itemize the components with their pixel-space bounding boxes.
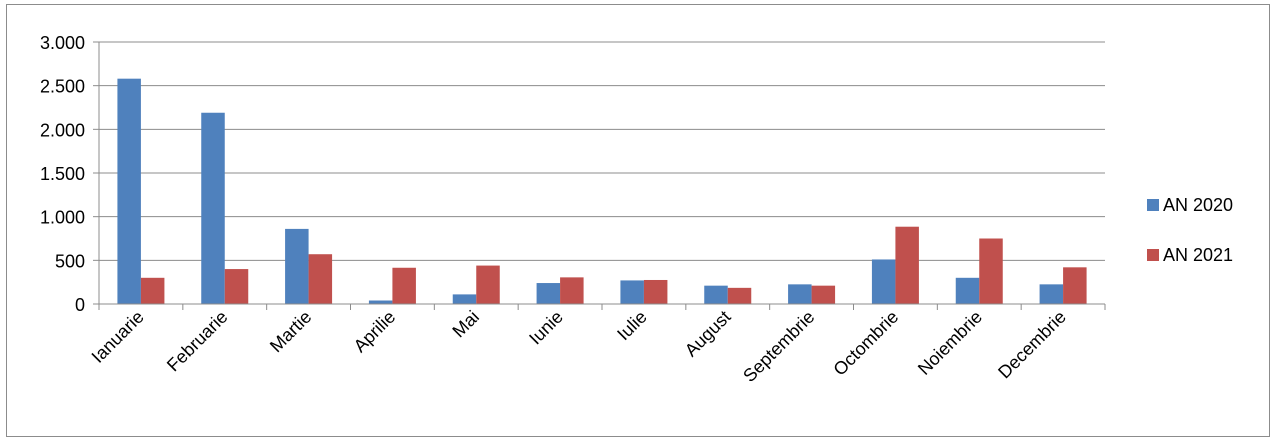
bar — [368, 300, 393, 304]
bar — [1063, 267, 1087, 304]
x-tick-label: Ianuarie — [88, 307, 148, 367]
x-tick-label: August — [681, 307, 735, 361]
chart-frame: 0 500 1.000 1.500 2.000 2.500 3.000 Ianuarie Fe… — [6, 4, 1270, 437]
bar — [955, 277, 980, 304]
x-tick-label: Septembrie — [739, 307, 818, 386]
gridlines — [99, 41, 1105, 261]
y-tick-label: 0 — [75, 295, 85, 315]
bar — [871, 259, 896, 304]
bar — [704, 285, 728, 304]
legend: AN 2020 AN 2021 — [1147, 195, 1233, 265]
bar — [117, 78, 141, 305]
y-tick-label: 3.000 — [40, 33, 85, 53]
x-tick-labels: Ianuarie Februarie Martie Aprilie Mai Iunie Iu… — [88, 307, 1070, 386]
y-tick-label: 500 — [55, 251, 85, 271]
x-tick-label: Octombrie — [829, 307, 902, 380]
bar — [788, 284, 812, 304]
y-tick-label: 2.000 — [40, 120, 85, 140]
bar — [643, 279, 668, 304]
bar — [1039, 284, 1064, 304]
y-tick-label: 1.500 — [40, 164, 85, 184]
bar — [536, 283, 561, 304]
legend-label: AN 2021 — [1163, 245, 1233, 265]
bar — [620, 280, 644, 304]
bar — [140, 277, 165, 304]
bar — [560, 277, 584, 304]
bar — [201, 112, 225, 305]
bar — [811, 285, 836, 304]
x-tick-label: Iunie — [525, 307, 567, 349]
bar — [727, 287, 752, 304]
x-tick-label: Noiembrie — [914, 307, 986, 379]
bar — [476, 265, 500, 304]
x-tick-label: Mai — [448, 307, 483, 342]
y-tick-labels: 0 500 1.000 1.500 2.000 2.500 3.000 — [40, 33, 85, 315]
bar — [308, 254, 333, 304]
x-tick-label: Decembrie — [994, 307, 1070, 383]
legend-label: AN 2020 — [1163, 195, 1233, 215]
y-tick-label: 2.500 — [40, 77, 85, 97]
x-tick-label: Aprilie — [350, 307, 400, 357]
bar — [895, 226, 919, 304]
bar — [392, 267, 416, 304]
y-tick-label: 1.000 — [40, 208, 85, 228]
x-tick-label: Martie — [266, 307, 316, 357]
legend-swatch — [1147, 199, 1159, 211]
bar-chart: 0 500 1.000 1.500 2.000 2.500 3.000 Ianuarie Fe… — [40, 33, 1233, 386]
x-tick-label: Februarie — [163, 307, 232, 376]
legend-swatch — [1147, 249, 1159, 261]
bar — [224, 269, 249, 304]
bar — [452, 294, 477, 304]
axes — [93, 41, 1106, 310]
x-tick-label: Iulie — [613, 307, 650, 344]
bars — [117, 78, 1087, 305]
bar — [285, 228, 309, 304]
bar — [979, 238, 1003, 304]
